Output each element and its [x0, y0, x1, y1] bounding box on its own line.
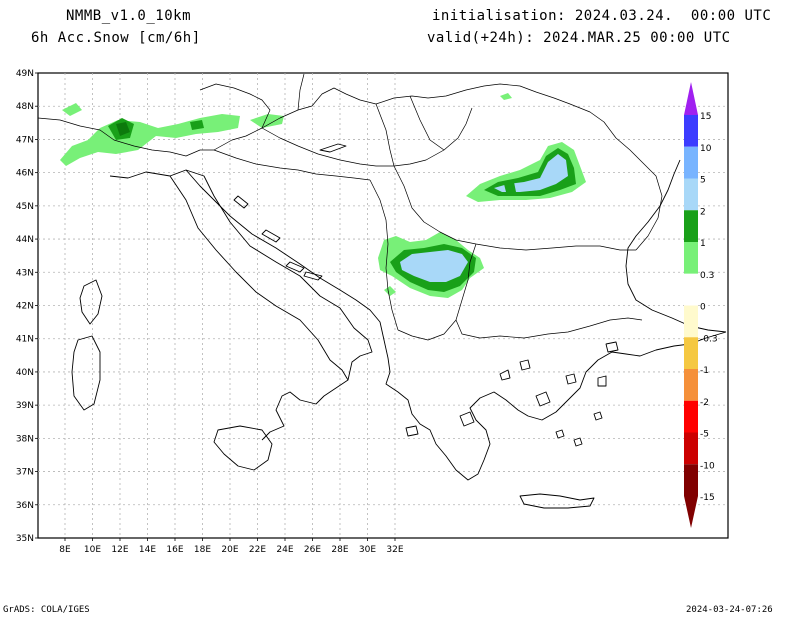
- lat-label: 47N: [16, 135, 34, 145]
- lon-label: 30E: [359, 545, 376, 555]
- color-legend: 15 10 5 2 1 0.3 0 -0.3 -1 -2 -5 -10 -15: [684, 82, 718, 528]
- lon-label: 12E: [111, 545, 128, 555]
- graticule: [38, 73, 728, 538]
- legend-label: 0.3: [700, 271, 714, 281]
- footer-credit: GrADS: COLA/IGES: [3, 605, 90, 615]
- legend-label: -2: [700, 398, 709, 408]
- legend-label: -1: [700, 366, 709, 376]
- lat-label: 36N: [16, 501, 34, 511]
- lon-label: 16E: [166, 545, 183, 555]
- legend-swatch: [684, 337, 698, 369]
- latitude-labels: 49N 48N 47N 46N 45N 44N 43N 42N 41N 40N 39N 38N 37N 3…: [16, 69, 38, 544]
- lon-label: 24E: [276, 545, 293, 555]
- lat-label: 39N: [16, 401, 34, 411]
- legend-swatch: [684, 115, 698, 147]
- lat-label: 44N: [16, 235, 34, 245]
- legend-label: 1: [700, 239, 706, 249]
- lon-label: 26E: [304, 545, 321, 555]
- legend-label: 2: [700, 207, 706, 217]
- legend-label: -10: [700, 461, 715, 471]
- longitude-labels: 8E 10E 12E 14E 16E 18E 20E 22E 24E 26E 28E 30E 32E: [59, 538, 404, 555]
- lat-label: 43N: [16, 268, 34, 278]
- lon-label: 20E: [221, 545, 238, 555]
- legend-arrow-top: [684, 82, 698, 115]
- legend-arrow-bottom: [684, 496, 698, 528]
- legend-swatch: [684, 242, 698, 274]
- lat-label: 49N: [16, 69, 34, 79]
- borders: [37, 73, 663, 341]
- legend-swatch: [684, 464, 698, 496]
- lat-label: 37N: [16, 468, 34, 478]
- legend-swatch: [684, 400, 698, 433]
- lon-label: 18E: [194, 545, 211, 555]
- legend-swatch: [684, 432, 698, 465]
- lat-label: 35N: [16, 534, 34, 544]
- lat-label: 41N: [16, 335, 34, 345]
- lat-label: 46N: [16, 169, 34, 179]
- legend-label: -15: [700, 493, 715, 503]
- legend-swatch: [684, 178, 698, 211]
- legend-swatch: [684, 210, 698, 242]
- lat-label: 42N: [16, 302, 34, 312]
- legend-swatch: [684, 273, 698, 306]
- lat-label: 38N: [16, 434, 34, 444]
- footer-timestamp: 2024-03-24-07:26: [686, 605, 773, 615]
- legend-swatch: [684, 305, 698, 338]
- legend-label: -5: [700, 430, 709, 440]
- lon-label: 14E: [139, 545, 156, 555]
- legend-label: -0.3: [700, 334, 718, 344]
- lon-label: 22E: [249, 545, 266, 555]
- field-name: 6h Acc.Snow [cm/6h]: [31, 30, 201, 46]
- snow-fields: [60, 93, 586, 298]
- legend-swatch: [684, 146, 698, 179]
- model-name: NMMB_v1.0_10km: [66, 8, 192, 24]
- legend-label: 10: [700, 144, 712, 154]
- lon-label: 8E: [59, 545, 71, 555]
- lat-label: 45N: [16, 202, 34, 212]
- valid-time: valid(+24h): 2024.MAR.25 00:00 UTC: [427, 30, 731, 46]
- init-time: initialisation: 2024.03.24. 00:00 UTC: [432, 8, 772, 24]
- legend-label: 15: [700, 112, 711, 122]
- legend-swatch: [684, 369, 698, 401]
- legend-label: 0: [700, 303, 706, 313]
- lon-label: 32E: [386, 545, 403, 555]
- lon-label: 10E: [84, 545, 101, 555]
- lat-label: 48N: [16, 102, 34, 112]
- legend-label: 5: [700, 176, 706, 186]
- lat-label: 40N: [16, 368, 34, 378]
- lon-label: 28E: [331, 545, 348, 555]
